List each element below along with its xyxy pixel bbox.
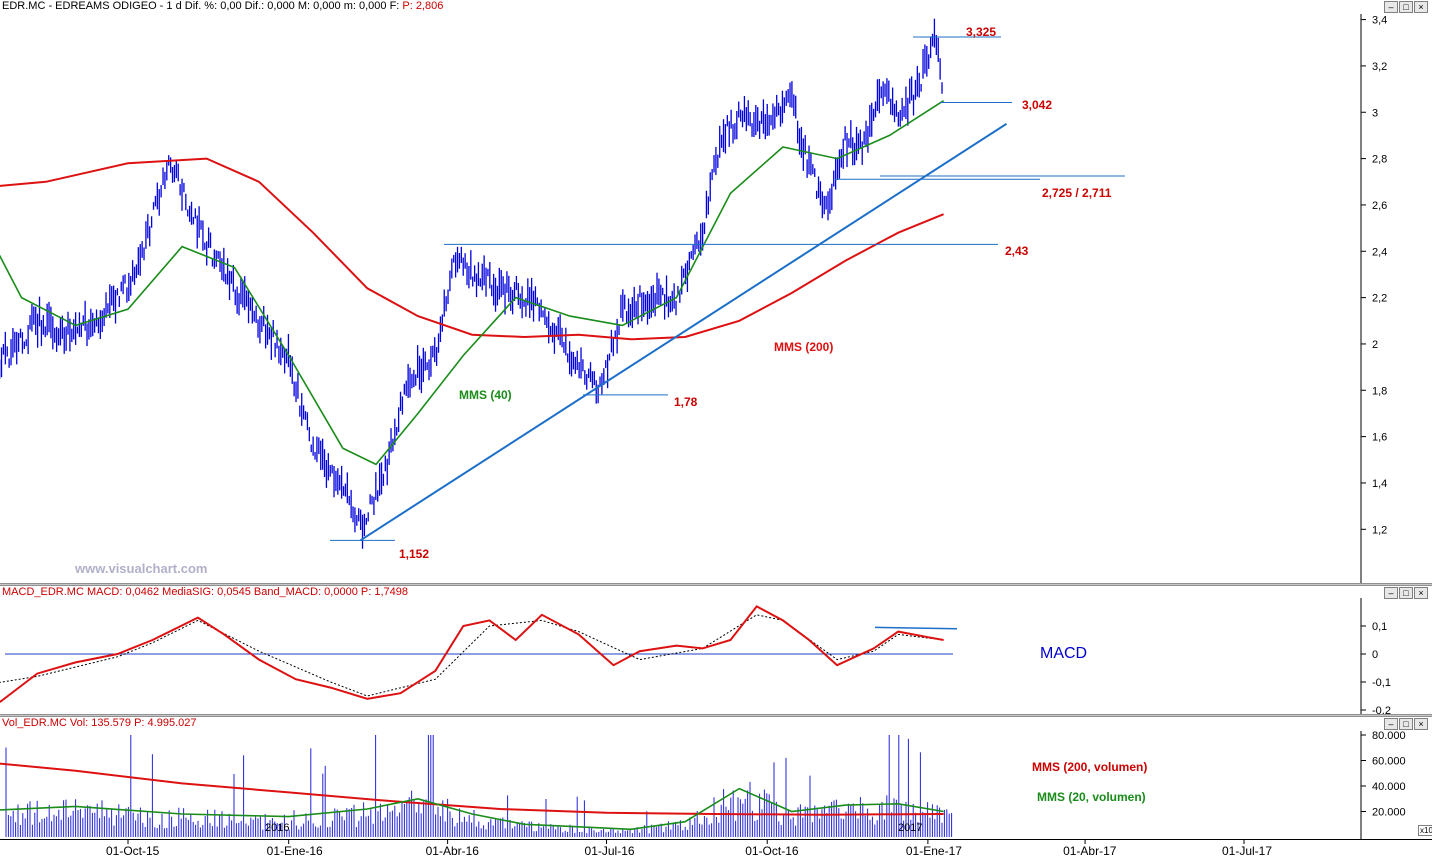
close-button[interactable]: ×	[1414, 1, 1428, 13]
price-panel-buttons: – □ ×	[1384, 1, 1428, 13]
macd-panel: MACD_EDR.MC MACD: 0,0462 MediaSIG: 0,054…	[0, 586, 1432, 716]
trendline	[359, 123, 1008, 542]
label-mms40: MMS (40)	[459, 388, 512, 402]
annotation-3042: 3,042	[1022, 98, 1052, 112]
year-label-2016: 2016	[265, 822, 290, 834]
price-header-text: EDR.MC - EDREAMS ODIGEO - 1 d Dif. %: 0,…	[2, 0, 400, 12]
macd-divergence-line	[874, 626, 958, 630]
x-tick-label: 01-Jul-16	[585, 844, 635, 858]
price-header-last: P: 2,806	[402, 0, 444, 12]
close-button[interactable]: ×	[1414, 587, 1428, 599]
mms40-line	[0, 100, 945, 466]
macd-chart[interactable]: 0,1 0 -0,1 -0,2	[0, 586, 1432, 716]
minimize-button[interactable]: –	[1384, 587, 1398, 599]
y-tick-label: 2,8	[1372, 154, 1387, 166]
y-tick-label: 2,4	[1372, 246, 1387, 258]
y-tick-label: 1,8	[1372, 385, 1387, 397]
price-panel: EDR.MC - EDREAMS ODIGEO - 1 d Dif. %: 0,…	[0, 0, 1432, 585]
legend-mms200-volumen: MMS (200, volumen)	[1032, 760, 1148, 774]
macd-header: MACD_EDR.MC MACD: 0,0462 MediaSIG: 0,054…	[2, 586, 408, 598]
panel-separator[interactable]	[0, 583, 1432, 586]
vol-mms20-line	[0, 787, 944, 831]
x-tick-label: 01-Oct-15	[106, 844, 160, 858]
label-mms200: MMS (200)	[774, 340, 833, 354]
annotation-243: 2,43	[1005, 244, 1029, 258]
price-header: EDR.MC - EDREAMS ODIGEO - 1 d Dif. %: 0,…	[2, 0, 443, 12]
volume-chart[interactable]: 20.000 40.000 60.000 80.000	[0, 717, 1432, 839]
macd-header-last: P: 1,7498	[360, 586, 408, 598]
y-tick-label: 3	[1372, 107, 1378, 119]
y-tick-label: 0,1	[1372, 621, 1387, 633]
annotation-1152: 1,152	[399, 547, 429, 561]
x-tick-label: 01-Ene-17	[906, 844, 962, 858]
restore-button[interactable]: □	[1399, 587, 1413, 599]
close-button[interactable]: ×	[1414, 718, 1428, 730]
annotation-178: 1,78	[674, 395, 698, 409]
y-tick-label: 60.000	[1372, 756, 1406, 768]
y-tick-label: -0,1	[1372, 677, 1391, 689]
x-tick-label: 01-Abr-16	[426, 844, 480, 858]
macd-header-text: MACD_EDR.MC MACD: 0,0462 MediaSIG: 0,054…	[2, 586, 358, 598]
panel-separator[interactable]	[0, 714, 1432, 717]
restore-button[interactable]: □	[1399, 718, 1413, 730]
y-tick-label: 1,6	[1372, 432, 1387, 444]
y-tick-label: 0	[1372, 649, 1378, 661]
y-tick-label: 2,2	[1372, 293, 1387, 305]
x-axis: 01-Oct-15 01-Ene-16 01-Abr-16 01-Jul-16 01-O…	[0, 839, 1432, 858]
y-tick-label: 40.000	[1372, 781, 1406, 793]
macd-label: MACD	[1040, 645, 1088, 662]
macd-panel-buttons: – □ ×	[1384, 587, 1428, 599]
volume-bars	[5, 735, 953, 837]
volume-panel-buttons: – □ ×	[1384, 718, 1428, 730]
price-chart[interactable]: 1,2 1,4 1,6 1,8 2 2,2 2,4 2,6 2,8 3 3,2 3,4 3,325 3,0…	[0, 0, 1432, 585]
macd-signal-line	[0, 614, 944, 697]
y-tick-label: 1,4	[1372, 478, 1387, 490]
x-tick-label: 01-Ene-16	[267, 844, 323, 858]
y-tick-label: 3,4	[1372, 15, 1387, 27]
x-tick-label: 01-Abr-17	[1063, 844, 1117, 858]
x-tick-label: 01-Oct-16	[745, 844, 799, 858]
volume-header: Vol_EDR.MC Vol: 135.579 P: 4.995.027	[2, 717, 196, 729]
mms200-line	[0, 157, 944, 341]
y-tick-label: 20.000	[1372, 807, 1406, 819]
y-tick-label: 2,6	[1372, 200, 1387, 212]
minimize-button[interactable]: –	[1384, 718, 1398, 730]
annotation-2725-2711: 2,725 / 2,711	[1042, 186, 1112, 200]
y-tick-label: 2	[1372, 339, 1378, 351]
legend-mms20-volumen: MMS (20, volumen)	[1037, 790, 1146, 804]
watermark: www.visualchart.com	[75, 561, 208, 576]
minimize-button[interactable]: –	[1384, 1, 1398, 13]
y-tick-label: 80.000	[1372, 730, 1406, 742]
x-tick-label: 01-Jul-17	[1222, 844, 1272, 858]
volume-header-last: P: 4.995.027	[134, 717, 197, 729]
volume-panel: Vol_EDR.MC Vol: 135.579 P: 4.995.027 – □…	[0, 717, 1432, 839]
scale-multiplier: x10	[1418, 825, 1432, 836]
y-tick-label: 1,2	[1372, 524, 1387, 536]
y-tick-label: -0,2	[1372, 705, 1391, 716]
x-axis-ticks: 01-Oct-15 01-Ene-16 01-Abr-16 01-Jul-16 01-O…	[106, 840, 1272, 858]
year-label-2017: 2017	[898, 822, 923, 834]
price-bars	[0, 18, 943, 549]
macd-line	[0, 605, 944, 703]
vol-mms200-line	[0, 762, 944, 816]
annotation-3325: 3,325	[966, 25, 996, 39]
y-tick-label: 3,2	[1372, 61, 1387, 73]
volume-header-text: Vol_EDR.MC Vol: 135.579	[2, 717, 132, 729]
restore-button[interactable]: □	[1399, 1, 1413, 13]
